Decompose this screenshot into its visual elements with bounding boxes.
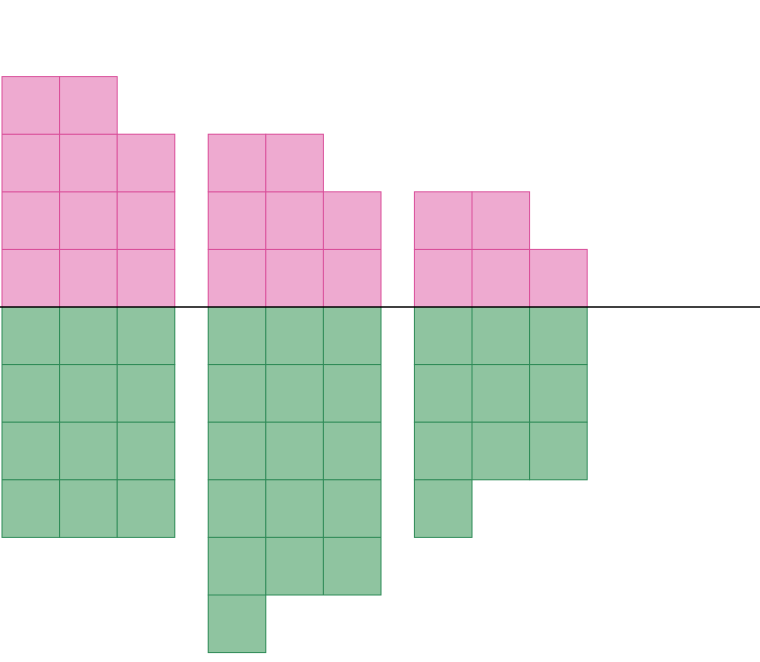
waffle-cell xyxy=(207,248,267,308)
waffle-cell xyxy=(1,191,61,250)
waffle-cell xyxy=(322,364,382,423)
waffle-cell xyxy=(207,364,267,423)
waffle-cell xyxy=(413,421,473,481)
waffle-cell xyxy=(265,364,324,423)
waffle-cell xyxy=(207,306,267,366)
waffle-cell xyxy=(1,248,61,308)
waffle-cell xyxy=(413,191,473,250)
waffle-cell xyxy=(322,421,382,481)
waffle-cell xyxy=(322,536,382,596)
waffle-cell xyxy=(1,76,61,135)
waffle-cell xyxy=(207,536,267,596)
waffle-cell xyxy=(471,364,531,423)
waffle-cell xyxy=(413,364,473,423)
waffle-cell xyxy=(59,421,118,481)
waffle-cell xyxy=(207,421,267,481)
waffle-cell xyxy=(207,594,267,654)
waffle-cell xyxy=(59,479,118,538)
waffle-cell xyxy=(413,248,473,308)
waffle-cell xyxy=(116,306,176,366)
waffle-cell xyxy=(116,421,176,481)
waffle-cell xyxy=(322,479,382,538)
waffle-cell xyxy=(207,191,267,250)
waffle-cell xyxy=(413,306,473,366)
waffle-cell xyxy=(265,306,324,366)
waffle-cell xyxy=(116,191,176,250)
waffle-cell xyxy=(529,421,588,481)
waffle-cell xyxy=(265,133,324,193)
waffle-cell xyxy=(59,133,118,193)
waffle-cell xyxy=(207,133,267,193)
waffle-cell xyxy=(471,248,531,308)
waffle-cell xyxy=(59,248,118,308)
waffle-cell xyxy=(471,191,531,250)
waffle-cell xyxy=(59,306,118,366)
waffle-cell xyxy=(413,479,473,538)
waffle-cell xyxy=(116,479,176,538)
waffle-cell xyxy=(207,479,267,538)
waffle-cell xyxy=(1,133,61,193)
waffle-cell xyxy=(265,248,324,308)
waffle-cell xyxy=(116,248,176,308)
waffle-cell xyxy=(1,421,61,481)
waffle-cell xyxy=(116,133,176,193)
waffle-cell xyxy=(265,421,324,481)
waffle-cell xyxy=(1,479,61,538)
waffle-cell xyxy=(116,364,176,423)
waffle-cell xyxy=(529,306,588,366)
waffle-cell xyxy=(322,191,382,250)
waffle-cell xyxy=(529,364,588,423)
waffle-cell xyxy=(471,421,531,481)
waffle-cell xyxy=(59,191,118,250)
waffle-cell xyxy=(529,248,588,308)
waffle-cell xyxy=(471,306,531,366)
waffle-cell xyxy=(265,479,324,538)
waffle-cell xyxy=(265,191,324,250)
waffle-cell xyxy=(59,364,118,423)
waffle-cell xyxy=(1,364,61,423)
waffle-cell xyxy=(265,536,324,596)
waffle-cell xyxy=(322,248,382,308)
waffle-cell xyxy=(322,306,382,366)
waffle-cell xyxy=(1,306,61,366)
waffle-cell xyxy=(59,76,118,135)
